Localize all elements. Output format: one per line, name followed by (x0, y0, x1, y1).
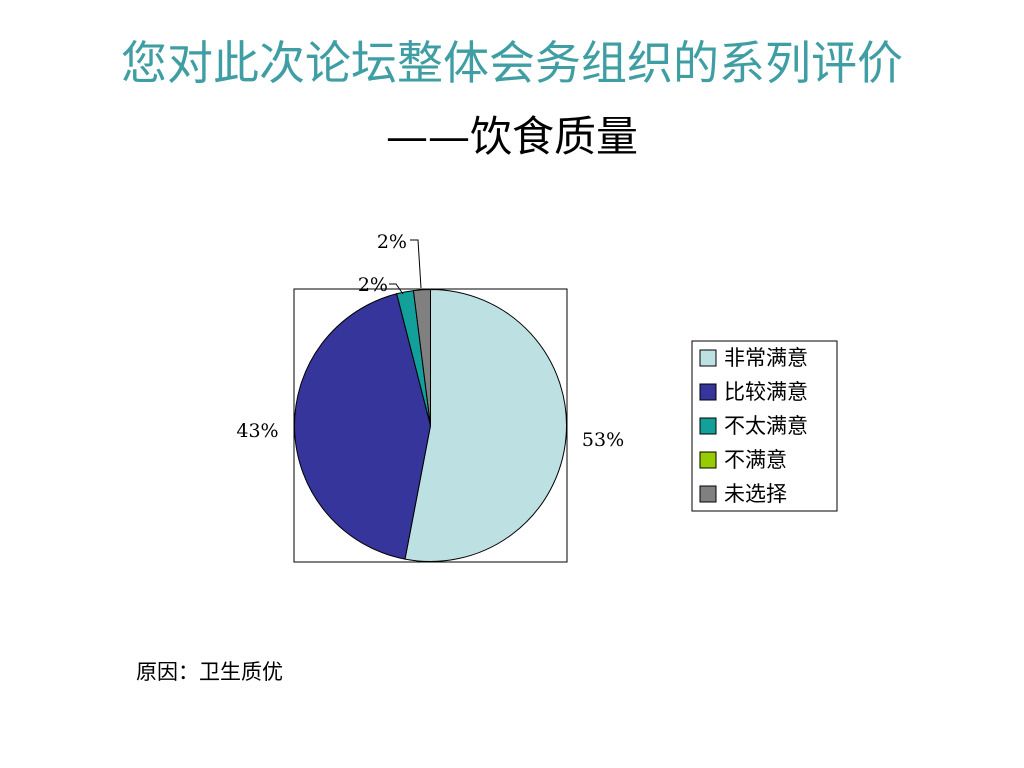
reason-note: 原因：卫生质优 (136, 660, 283, 684)
data-labels: 53% 43% 2% 2% (236, 231, 624, 451)
data-label-3: 2% (358, 274, 388, 296)
legend-swatch-1 (699, 349, 717, 367)
leader-line-5 (410, 239, 422, 289)
leader-line-3 (389, 283, 404, 295)
pie-slice-2 (294, 293, 432, 560)
legend-label-5: 未选择 (724, 482, 787, 506)
legend-swatch-4 (699, 451, 717, 469)
legend-label-1: 非常满意 (724, 346, 808, 370)
legend-swatch-3 (699, 417, 717, 435)
data-label-5: 2% (377, 231, 407, 253)
slide-subtitle: ——饮食质量 (385, 112, 638, 161)
data-label-1: 53% (582, 429, 624, 451)
slide-title: 您对此次论坛整体会务组织的系列评价 (121, 36, 903, 90)
legend-swatch-5 (699, 485, 717, 503)
legend-label-2: 比较满意 (724, 380, 808, 404)
pie-slice-1 (404, 288, 567, 562)
legend-swatch-2 (699, 383, 717, 401)
legend-label-3: 不太满意 (724, 414, 808, 438)
pie-slice-5 (412, 288, 431, 426)
legend-label-4: 不满意 (724, 448, 787, 472)
pie-slices (294, 288, 567, 562)
data-label-2: 43% (236, 420, 278, 442)
